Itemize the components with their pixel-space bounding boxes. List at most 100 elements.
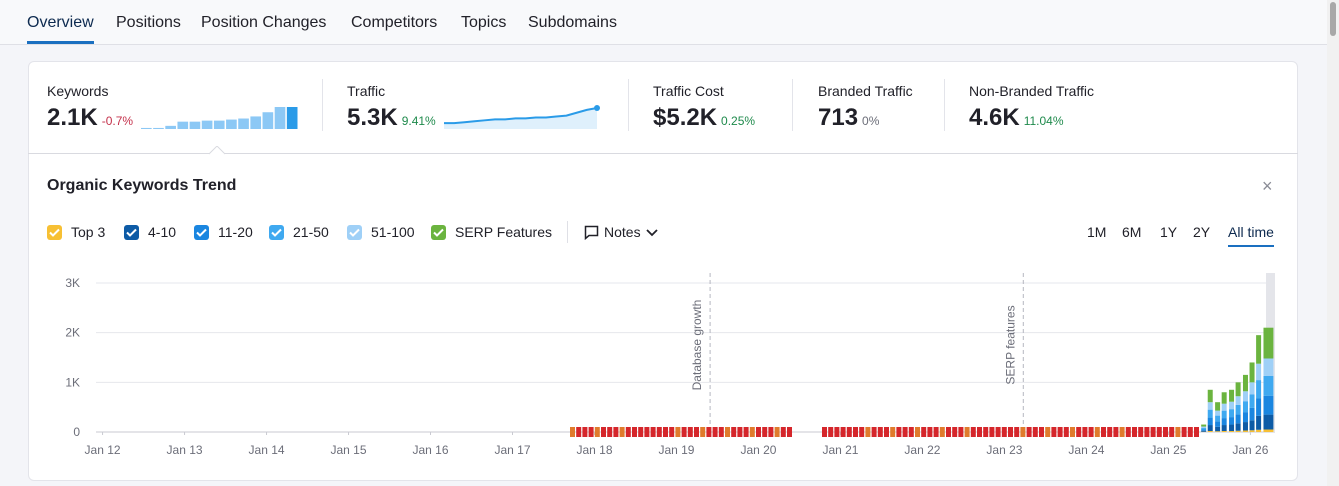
check-icon xyxy=(196,228,207,237)
metric-label: Branded Traffic xyxy=(818,83,913,99)
bar-segment xyxy=(1215,415,1221,422)
divider xyxy=(28,153,1298,154)
divider xyxy=(944,79,945,131)
serp-icon xyxy=(908,427,914,437)
spark-bar xyxy=(238,118,249,129)
range-button[interactable]: All time xyxy=(1228,224,1274,247)
legend-checkbox xyxy=(269,224,284,240)
legend-item[interactable]: 4-10 xyxy=(124,224,176,240)
serp-icon xyxy=(871,427,877,437)
bar-segment xyxy=(1256,335,1262,364)
serp-icon xyxy=(877,427,883,437)
metric-row: 2.1K -0.7% xyxy=(47,104,133,132)
serp-icon xyxy=(989,427,995,437)
bar-segment xyxy=(1268,395,1274,415)
tab[interactable]: Topics xyxy=(461,14,507,31)
tab-bar: Overview Positions Position Changes Competi… xyxy=(0,0,1327,45)
bar-segment xyxy=(1207,425,1213,432)
serp-icon xyxy=(737,427,743,437)
metric-value: 4.6K xyxy=(969,104,1020,131)
range-button[interactable]: 1M xyxy=(1087,224,1107,240)
metric-label: Keywords xyxy=(47,83,109,99)
legend-checkbox xyxy=(124,224,139,240)
serp-icon xyxy=(1101,427,1106,437)
bar-segment xyxy=(1207,431,1213,432)
bar-segment xyxy=(1256,363,1262,381)
legend-checkbox xyxy=(431,224,446,240)
legend-item[interactable]: SERP Features xyxy=(431,224,552,240)
bar-segment xyxy=(1268,414,1274,430)
serp-icon xyxy=(1119,427,1125,437)
bar-segment xyxy=(1263,395,1269,415)
y-tick-label: 0 xyxy=(73,425,80,439)
bar-segment xyxy=(1242,430,1248,432)
legend-item[interactable]: 21-50 xyxy=(269,224,329,240)
metric-value: 713 xyxy=(818,104,859,131)
serp-icon xyxy=(840,427,846,437)
serp-icon xyxy=(669,427,675,437)
serp-icon xyxy=(1001,427,1007,437)
metric-label: Traffic xyxy=(347,83,386,99)
serp-icon xyxy=(644,427,650,437)
bar-segment xyxy=(1263,358,1269,376)
legend-item[interactable]: Top 3 xyxy=(47,224,105,240)
bar-segment xyxy=(1207,402,1213,410)
tab[interactable]: Overview xyxy=(27,14,94,44)
serp-icon xyxy=(859,427,865,437)
tab[interactable]: Subdomains xyxy=(528,14,617,31)
x-tick-label: Jan 23 xyxy=(986,443,1022,457)
bar-segment xyxy=(1235,423,1241,431)
serp-icon xyxy=(1088,427,1094,437)
tab[interactable]: Position Changes xyxy=(201,14,327,31)
serp-icon xyxy=(939,427,945,437)
bar-segment xyxy=(1207,417,1213,426)
x-tick-label: Jan 25 xyxy=(1150,443,1186,457)
bar-segment xyxy=(1221,431,1227,432)
serp-icon xyxy=(594,427,600,437)
tab[interactable]: Competitors xyxy=(351,14,438,31)
spark-bar xyxy=(141,127,152,129)
bar-segment xyxy=(1268,429,1274,432)
x-tick-label: Jan 26 xyxy=(1232,443,1268,457)
notes-button[interactable]: Notes xyxy=(584,224,659,240)
serp-icon xyxy=(1163,427,1168,437)
divider xyxy=(322,79,323,131)
serp-icon xyxy=(607,427,613,437)
notch xyxy=(209,146,226,155)
serp-icon xyxy=(1107,427,1113,437)
bar-segment xyxy=(1215,431,1221,432)
serp-icon xyxy=(933,427,939,437)
legend-item[interactable]: 51-100 xyxy=(347,224,415,240)
serp-icon xyxy=(700,427,706,437)
legend-checkbox xyxy=(194,224,209,240)
serp-icon xyxy=(706,427,712,437)
close-button[interactable]: × xyxy=(1262,176,1273,196)
chevron xyxy=(645,229,658,237)
serp-icon xyxy=(663,427,668,437)
spark-bar xyxy=(153,127,164,129)
scroll-thumb[interactable] xyxy=(1330,2,1336,36)
serp-icon xyxy=(681,427,687,437)
bar-segment xyxy=(1229,424,1235,432)
range-button[interactable]: 1Y xyxy=(1160,224,1178,240)
bar-segment xyxy=(1256,429,1262,432)
legend-item[interactable]: 11-20 xyxy=(194,224,253,240)
range-button[interactable]: 2Y xyxy=(1193,224,1211,240)
metric-value: 5.3K xyxy=(347,104,398,131)
bar-segment xyxy=(1221,425,1227,432)
legend-checkbox xyxy=(347,224,362,240)
serp-icon xyxy=(1020,427,1026,437)
panel-title: Organic Keywords Trend xyxy=(47,177,237,194)
serp-icon xyxy=(570,427,575,437)
bar-segment xyxy=(1235,414,1241,424)
check-icon xyxy=(126,228,137,237)
serp-icon xyxy=(718,427,724,437)
bar-segment xyxy=(1263,375,1269,396)
serp-icon xyxy=(1051,427,1057,437)
range-button[interactable]: 6M xyxy=(1122,224,1142,240)
serp-icon xyxy=(625,427,631,437)
legend-label: 11-20 xyxy=(218,224,253,240)
tab[interactable]: Positions xyxy=(116,14,181,31)
bar-segment xyxy=(1201,424,1207,427)
